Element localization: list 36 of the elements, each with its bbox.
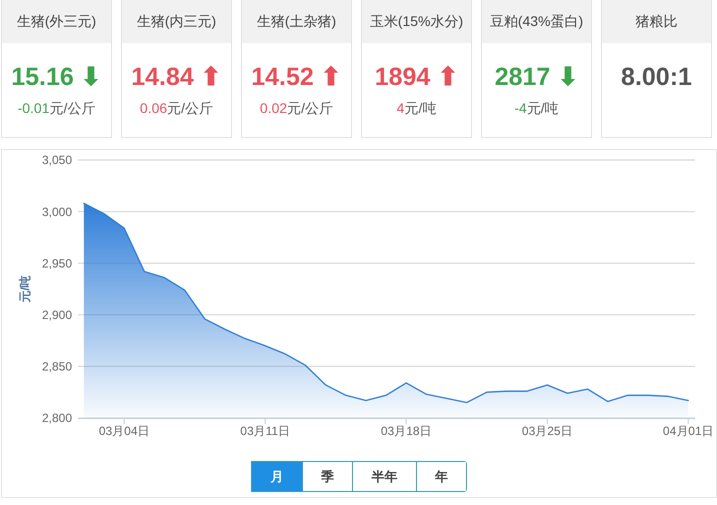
y-tick-label: 2,850 [42,360,72,374]
card-change: 4 [396,100,404,116]
card-unit: 元/公斤 [287,100,334,116]
y-tick-label: 3,000 [42,204,72,219]
card-change: 0.06 [140,100,168,116]
card-value: 8.00:1 [620,63,693,91]
card-header: 生猪(内三元) [122,0,231,43]
button: 年 [416,462,466,491]
y-tick-label: 2,800 [42,411,72,426]
card-header: 生猪(外三元) [2,0,111,43]
button: 月 [252,462,302,491]
x-tick-label: 03月25日 [522,424,573,438]
card-value: 2817 ⬇ [494,63,580,91]
card-header: 豆粕(43%蛋白) [482,0,591,43]
card-unit: 元/吨 [404,100,436,116]
y-axis-title: 元/吨 [18,275,32,304]
card-unit: 元/公斤 [167,100,214,116]
y-tick-label: 2,950 [42,256,72,270]
card-header: 猪粮比 [602,0,711,43]
card-value: 14.84 ⬆ [130,63,223,91]
x-tick-label: 03月11日 [240,424,290,438]
card-change: -4 [514,100,527,116]
x-tick-label: 03月04日 [98,424,150,438]
y-tick-label: 3,050 [42,153,72,168]
card-header: 玉米(15%水分) [362,0,471,43]
x-tick-label: 03月18日 [380,424,432,438]
card-change: -0.01 [18,100,50,116]
card-unit: 元/吨 [526,100,559,116]
card-value: 15.16 ⬇ [10,63,103,91]
card-value: 1894 ⬆ [374,63,460,91]
card-value: 14.52 ⬆ [250,63,343,91]
y-tick-label: 2,900 [42,308,72,322]
x-tick-label: 04月01日 [662,424,714,438]
card-unit: 元/公斤 [50,100,96,116]
card-header: 生猪(土杂猪) [242,0,351,43]
card-change: 0.02 [260,100,288,116]
